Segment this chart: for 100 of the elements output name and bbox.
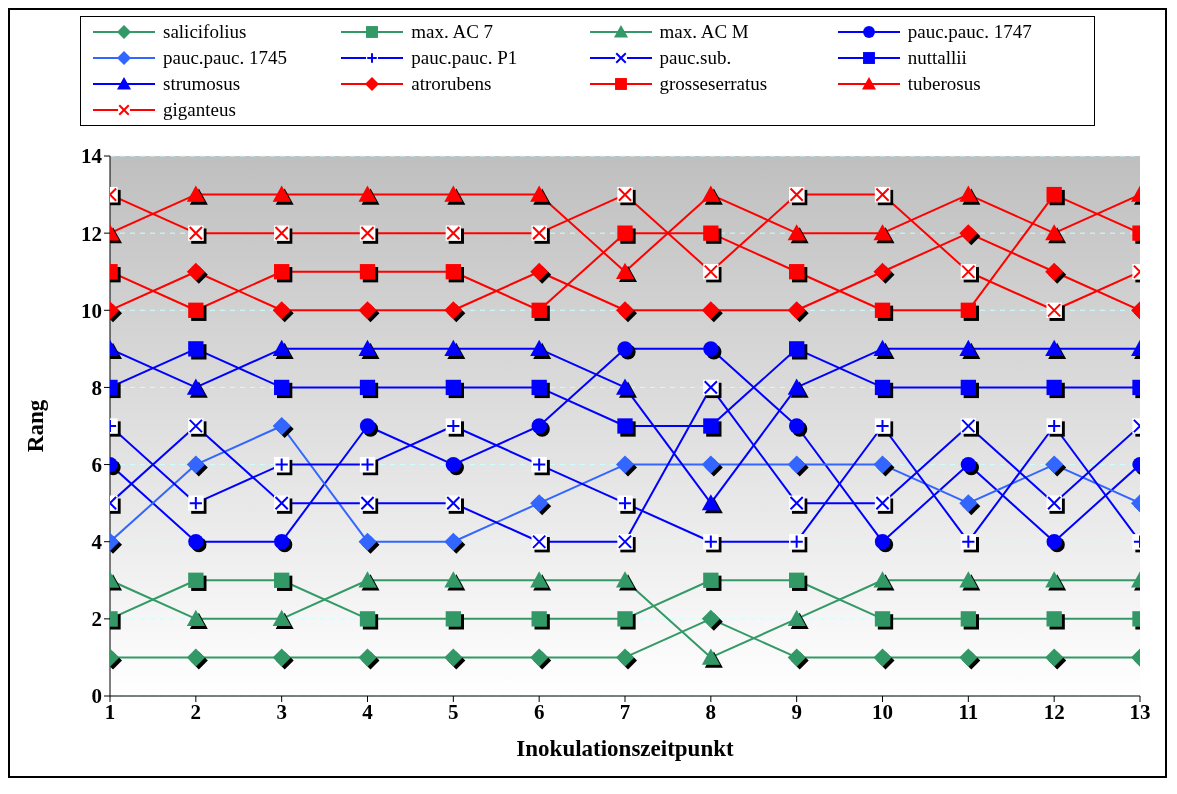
- point: [873, 339, 892, 357]
- point: [789, 572, 805, 588]
- point: [787, 648, 806, 667]
- point: [530, 339, 549, 357]
- x-tick-label: 4: [362, 699, 374, 724]
- point: [530, 494, 549, 513]
- legend-label: max. AC 7: [411, 21, 494, 43]
- point: [1045, 262, 1064, 281]
- point: [272, 185, 291, 202]
- point: [873, 455, 892, 474]
- legend-label: strumosus: [163, 73, 241, 95]
- point: [1046, 186, 1062, 203]
- point: [444, 532, 463, 551]
- point: [787, 455, 806, 474]
- point: [1046, 534, 1062, 550]
- point: [1045, 224, 1064, 241]
- legend-label: atrorubens: [411, 73, 492, 95]
- point: [445, 611, 461, 627]
- point: [874, 379, 891, 396]
- legend-label: nuttallii: [907, 47, 967, 69]
- point: [444, 301, 463, 320]
- point: [959, 648, 978, 667]
- point: [787, 378, 806, 395]
- point: [188, 534, 204, 550]
- point: [789, 264, 805, 280]
- x-tick-label: 2: [190, 699, 202, 724]
- point: [274, 379, 290, 396]
- point: [186, 455, 205, 474]
- point: [960, 456, 976, 473]
- legend-label: giganteus: [163, 99, 236, 121]
- point: [1045, 648, 1064, 667]
- y-axis-title: Rang: [23, 399, 49, 453]
- point: [617, 611, 633, 627]
- point: [188, 302, 204, 318]
- point: [1046, 611, 1062, 627]
- point: [616, 262, 634, 279]
- point: [531, 302, 547, 318]
- legend-label: pauc.pauc. P1: [411, 47, 518, 69]
- point: [272, 609, 291, 627]
- legend-label: tuberosus: [907, 73, 981, 95]
- point: [359, 379, 376, 396]
- legend-label: pauc.pauc. 1747: [907, 21, 1032, 43]
- point: [530, 648, 549, 667]
- point: [186, 609, 205, 627]
- point: [616, 455, 634, 474]
- point: [1046, 379, 1062, 396]
- point: [186, 185, 205, 202]
- point: [358, 571, 377, 588]
- point: [873, 571, 892, 588]
- point: [358, 532, 377, 551]
- point: [701, 494, 720, 511]
- point: [701, 609, 720, 628]
- point: [445, 456, 461, 473]
- point: [444, 185, 463, 202]
- point: [188, 572, 204, 588]
- point: [703, 418, 719, 434]
- point: [530, 262, 549, 281]
- point: [1045, 455, 1064, 474]
- point: [272, 417, 291, 435]
- point: [188, 341, 204, 357]
- point: [787, 609, 806, 627]
- legend-label: pauc.sub.: [659, 47, 732, 69]
- point: [701, 455, 720, 474]
- x-tick-label: 1: [104, 699, 116, 724]
- x-tick-label: 5: [448, 699, 459, 724]
- x-tick-label: 9: [791, 699, 802, 724]
- y-tick-label: 2: [91, 607, 102, 632]
- point: [617, 418, 633, 434]
- y-tick-label: 10: [81, 298, 102, 323]
- point: [186, 378, 205, 395]
- point: [358, 339, 377, 357]
- legend-label: grosseserratus: [659, 73, 768, 95]
- point: [531, 611, 547, 627]
- legend-label: salicifolius: [163, 21, 247, 43]
- point: [616, 648, 634, 667]
- point: [874, 611, 891, 627]
- point: [444, 339, 463, 357]
- point: [531, 379, 547, 396]
- point: [959, 494, 978, 513]
- point: [358, 648, 377, 667]
- point: [787, 301, 806, 320]
- point: [701, 185, 720, 202]
- x-tick-label: 6: [533, 699, 545, 724]
- point: [617, 341, 633, 357]
- x-tick-label: 11: [958, 699, 979, 724]
- point: [787, 224, 806, 241]
- point: [960, 302, 976, 318]
- y-tick-label: 14: [81, 144, 103, 169]
- point: [874, 302, 891, 318]
- point: [616, 571, 634, 588]
- point: [959, 185, 978, 202]
- point: [1045, 571, 1064, 588]
- point: [873, 224, 892, 241]
- point: [445, 379, 461, 396]
- point: [616, 301, 634, 320]
- point: [701, 301, 720, 320]
- point: [960, 379, 976, 396]
- point: [445, 264, 461, 280]
- point: [960, 611, 976, 627]
- point: [874, 534, 891, 550]
